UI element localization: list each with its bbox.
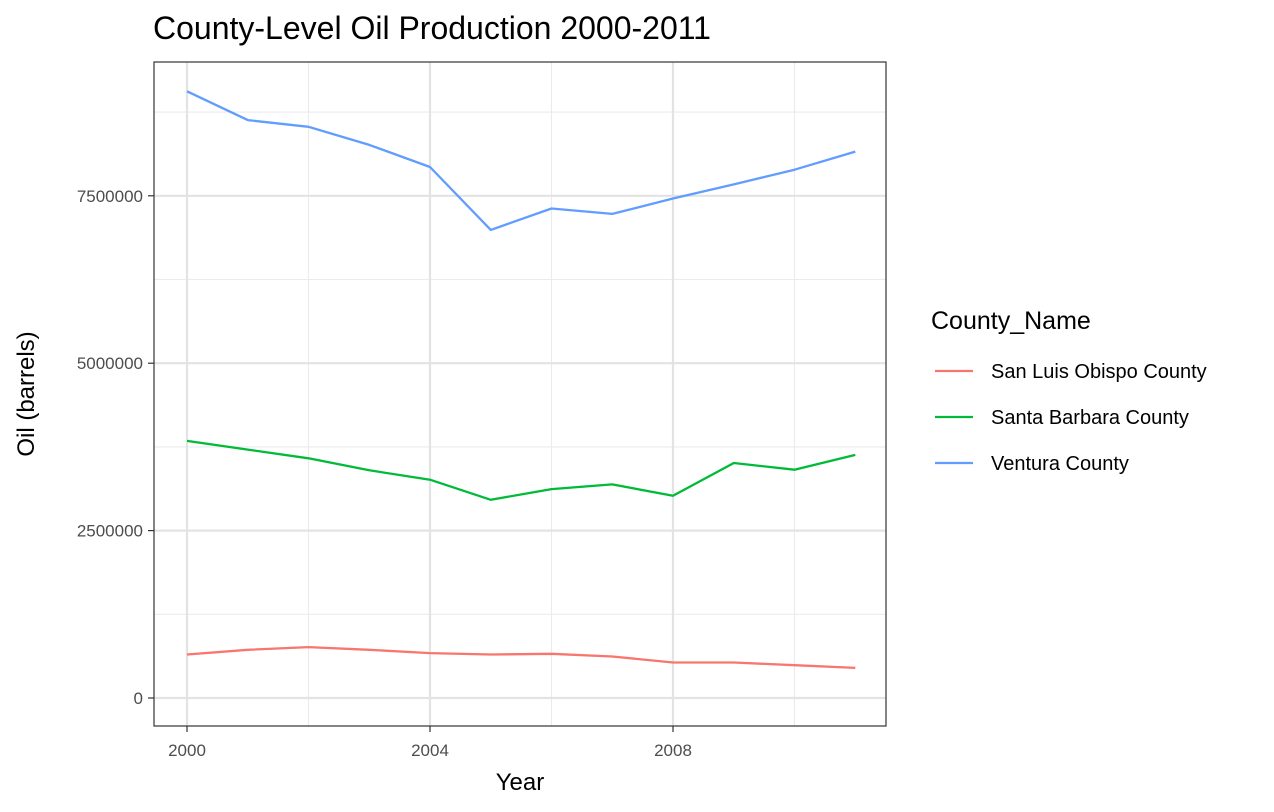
series-line-ventura-county — [186, 90, 856, 232]
x-axis-title: Year — [496, 769, 545, 796]
y-tick-label: 0 — [134, 689, 143, 708]
legend: County_Name San Luis Obispo County Santa … — [931, 307, 1207, 475]
y-tick-label: 2500000 — [77, 522, 143, 541]
y-tick-label: 5000000 — [77, 354, 143, 373]
series-line-san-luis-obispo-county — [186, 645, 856, 670]
series-line-santa-barbara-county — [186, 439, 856, 501]
series-lines — [186, 90, 856, 670]
axis-ticks: 2000 2004 2008 0 2500000 5000000 7500000 — [77, 187, 692, 760]
legend-title: County_Name — [931, 307, 1091, 335]
plot-panel-border — [153, 61, 887, 727]
grid — [154, 62, 886, 726]
x-tick-label: 2000 — [168, 741, 206, 760]
y-tick-label: 7500000 — [77, 187, 143, 206]
legend-label: Santa Barbara County — [991, 407, 1189, 429]
x-tick-label: 2004 — [411, 741, 449, 760]
legend-label: Ventura County — [991, 453, 1129, 475]
legend-label: San Luis Obispo County — [991, 361, 1207, 383]
y-axis-title: Oil (barrels) — [13, 331, 40, 456]
x-tick-label: 2008 — [654, 741, 692, 760]
chart-title: County-Level Oil Production 2000-2011 — [153, 10, 711, 46]
